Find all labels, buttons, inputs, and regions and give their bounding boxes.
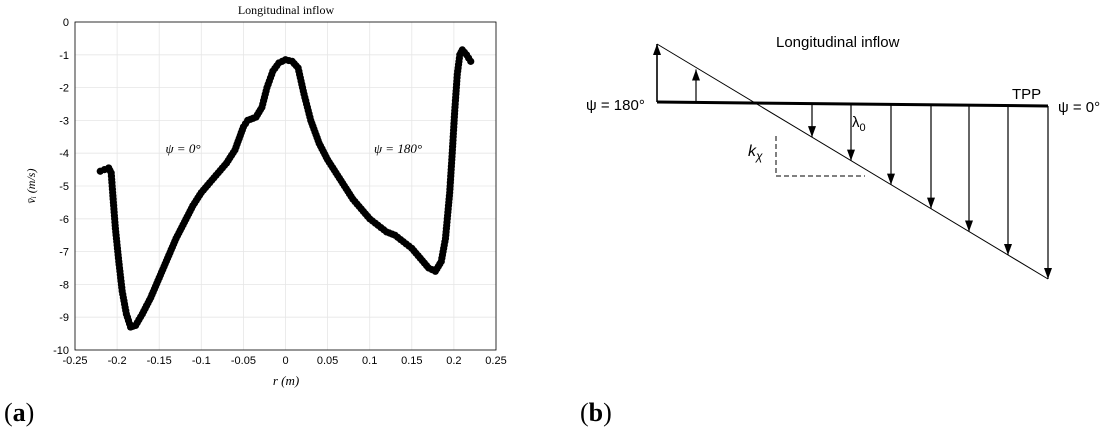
chart-a-ylabel: v̄ᵢ (m/s) [24,169,38,204]
chart-a-title: Longitudinal inflow [238,3,335,17]
annotation-psi-0: ψ = 0° [165,141,200,156]
chart-a: Longitudinal inflow -0.25 -0.2 -0.15 -0.1 -0… [24,3,507,388]
chart-a-y-tick-label: -8 [59,279,69,291]
inflow-arrow-head [927,197,935,209]
annotation-psi-180: ψ = 180° [374,141,422,156]
chart-a-y-tick-label: -7 [59,247,69,259]
chart-a-y-tick-label: -10 [53,345,69,357]
inflow-arrow-head [692,69,700,81]
chart-a-x-tick-label: -0.15 [147,355,172,367]
chart-a-x-tick-label: 0.15 [401,355,422,367]
chart-a-data-point [467,57,475,65]
inflow-arrow-head [1044,268,1052,279]
panel-label-a: (a) [4,398,35,427]
chart-a-x-ticks: -0.25 -0.2 -0.15 -0.1 -0.05 0 0.05 0.1 0.15 0.2 0.… [62,355,506,367]
inflow-arrow-head [847,149,855,161]
chart-a-y-ticks: 0 -1 -2 -3 -4 -5 -6 -7 -8 -9 -10 [53,17,69,357]
chart-a-y-tick-label: 0 [63,17,69,29]
chart-a-x-tick-label: -0.05 [231,355,256,367]
diagram-b: Longitudinal inflow ψ = 180° ψ = 0° TPP … [586,34,1100,280]
label-tpp: TPP [1012,86,1041,103]
inflow-slope-line [656,43,1049,280]
inflow-arrow-head [965,220,973,232]
chart-a-x-tick-label: -0.1 [192,355,211,367]
inflow-arrow-head [653,44,661,55]
chart-a-y-tick-label: -4 [59,148,69,160]
chart-a-y-tick-label: -2 [59,83,69,95]
chart-a-plot-frame [74,21,497,351]
chart-a-x-tick-label: 0.05 [317,355,338,367]
chart-a-points [96,46,475,331]
chart-a-x-tick-label: 0.2 [446,355,461,367]
chart-a-x-tick-label: 0.1 [362,355,377,367]
chart-a-x-tick-label: -0.2 [108,355,127,367]
inflow-arrow-head [1004,243,1012,255]
label-lambda: λ0 [852,114,866,134]
chart-a-x-tick-label: -0.25 [62,355,87,367]
diagram-b-title: Longitudinal inflow [776,34,900,51]
tpp-line [656,100,1049,108]
chart-a-xlabel: r (m) [273,373,299,388]
inflow-arrow-head [887,173,895,185]
inflow-arrow-head [808,126,816,138]
chart-a-y-tick-label: -6 [59,214,69,226]
chart-a-grid [74,21,497,351]
chart-a-x-tick-label: 0.25 [485,355,506,367]
inflow-arrows [653,44,1052,279]
label-kchi: kχ [748,143,763,163]
chart-a-y-tick-label: -5 [59,181,69,193]
chart-a-y-tick-label: -9 [59,312,69,324]
chart-a-x-tick-label: 0 [282,355,288,367]
chart-a-y-tick-label: -3 [59,115,69,127]
chart-a-y-tick-label: -1 [59,50,69,62]
panel-label-b: (b) [580,398,612,427]
label-psi-180: ψ = 180° [586,97,645,114]
label-psi-0: ψ = 0° [1058,99,1100,116]
